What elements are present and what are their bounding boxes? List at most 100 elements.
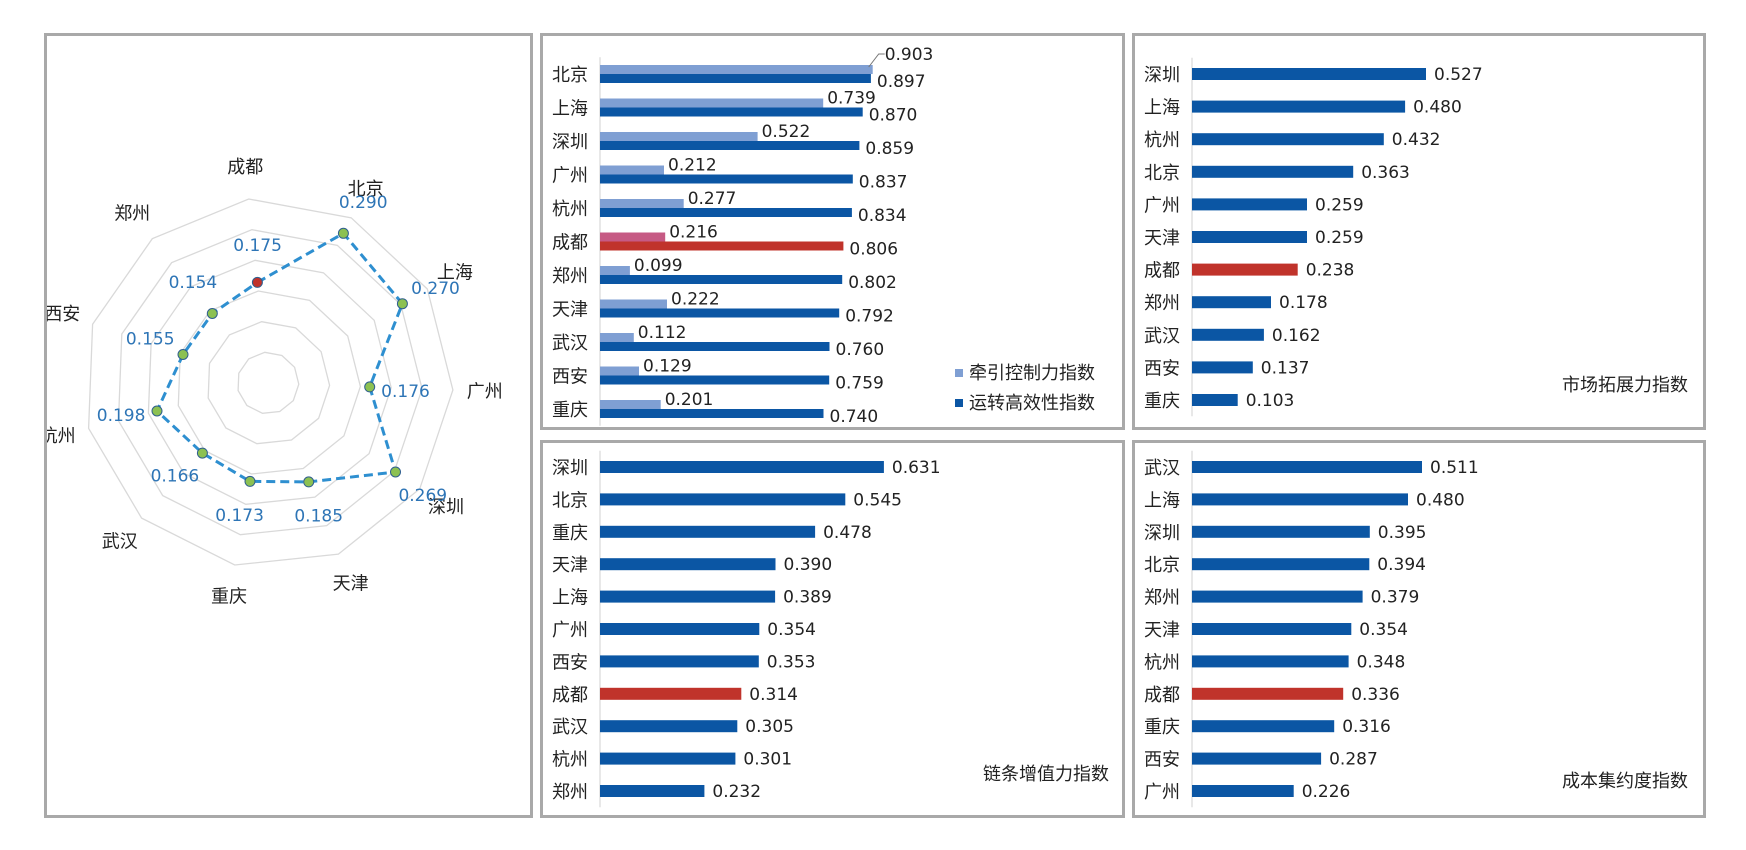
bar-1 [1192, 461, 1422, 473]
bar-11 [1192, 394, 1238, 406]
radar-point-5 [390, 466, 401, 478]
bar-efficiency-5 [600, 208, 852, 217]
radar-point-6 [303, 476, 315, 488]
radar-category-label: 天津 [333, 574, 369, 595]
category-label: 天津 [1144, 620, 1180, 641]
bar-value-label: 0.238 [1306, 261, 1355, 281]
bar-control-4 [600, 165, 664, 175]
legend-swatch-efficiency [955, 399, 963, 407]
bar-value-label: 0.527 [1434, 65, 1483, 85]
bar-value-label-efficiency: 0.834 [858, 206, 907, 226]
bar-value-label-efficiency: 0.792 [845, 307, 894, 327]
bar-value-label-efficiency: 0.806 [849, 240, 898, 260]
radar-category-label: 杭州 [47, 426, 76, 447]
radar-value-label: 0.290 [339, 193, 388, 213]
bar-control-11 [600, 400, 661, 409]
radar-category-label: 上海 [437, 263, 473, 284]
radar-grid-ring [117, 229, 423, 536]
radar-point-8 [196, 447, 208, 459]
bar-control-3 [600, 132, 758, 141]
bar-efficiency-3 [600, 141, 860, 150]
bar-value-label-control: 0.277 [688, 189, 737, 209]
bar-2 [1192, 493, 1408, 506]
radar-grid-ring [207, 321, 331, 445]
category-label: 杭州 [552, 750, 588, 771]
bar-value-label: 0.178 [1279, 293, 1328, 313]
bar-efficiency-6 [600, 241, 844, 251]
radar-series-line [155, 231, 405, 484]
radar-point-9 [151, 405, 163, 417]
bar-5 [1192, 590, 1363, 603]
category-label: 武汉 [552, 333, 588, 354]
bar-3 [1192, 525, 1370, 538]
bar-control-8 [600, 299, 667, 309]
bar-control-7 [600, 266, 630, 275]
bar-efficiency-2 [600, 107, 863, 117]
bar-value-label: 0.389 [783, 588, 832, 608]
radar-point-7 [244, 475, 256, 487]
bar-value-label: 0.336 [1351, 685, 1400, 705]
bar-value-label: 0.390 [784, 555, 833, 575]
bar-value-label-efficiency: 0.740 [830, 407, 879, 427]
cost-intensity-bar-chart: 武汉 0.511 上海 0.480 深圳 0.395 北京 0.394 郑州 0.379 天津 0.3… [1144, 450, 1688, 808]
bar-value-label: 0.314 [749, 685, 798, 705]
category-label: 广州 [552, 620, 588, 641]
category-label: 成都 [552, 233, 588, 254]
bar-2 [1192, 100, 1406, 113]
bar-efficiency-8 [600, 308, 840, 318]
bar-value-label: 0.316 [1342, 717, 1391, 737]
bar-11 [1192, 785, 1294, 797]
category-label: 杭州 [1144, 130, 1180, 151]
category-label: 北京 [1144, 163, 1180, 184]
bar-control-9 [600, 333, 634, 342]
category-label: 上海 [1144, 490, 1180, 511]
category-label: 上海 [1144, 98, 1180, 119]
category-label: 杭州 [1144, 652, 1180, 673]
bar-value-label: 0.394 [1377, 555, 1426, 575]
radar-value-label: 0.269 [398, 486, 447, 506]
category-label: 重庆 [552, 523, 588, 544]
bar-value-label: 0.301 [743, 750, 792, 770]
radar-value-label: 0.155 [126, 329, 175, 349]
category-label: 广州 [552, 166, 588, 187]
category-label: 西安 [552, 367, 588, 388]
bar-6 [1192, 231, 1307, 243]
bar-9 [1192, 720, 1335, 733]
bar-efficiency-1 [600, 74, 871, 83]
bar-value-label-control: 0.212 [668, 156, 717, 176]
category-label: 西安 [1144, 358, 1180, 379]
bar-control-2 [600, 98, 824, 108]
category-label: 成都 [552, 685, 588, 706]
bar-control-6 [600, 232, 666, 242]
chart-title: 成本集约度指数 [1562, 771, 1688, 792]
bar-value-label: 0.354 [767, 620, 816, 640]
chart-title: 市场拓展力指数 [1562, 375, 1688, 396]
bar-value-label: 0.226 [1302, 782, 1351, 802]
bar-value-label: 0.232 [712, 782, 761, 802]
radar-category-label: 武汉 [102, 532, 138, 553]
radar-point-11 [206, 308, 218, 319]
bar-value-label-control: 0.201 [665, 390, 714, 410]
radar-grid-ring [87, 198, 454, 566]
category-label: 天津 [1144, 228, 1180, 249]
chain-value-bar-chart: 深圳 0.631 北京 0.545 重庆 0.478 天津 0.390 上海 0.389 广州 0.3… [552, 450, 1109, 808]
bar-7 [1192, 263, 1298, 276]
radar-value-label: 0.185 [294, 507, 343, 527]
category-label: 重庆 [1144, 391, 1180, 412]
category-label: 深圳 [552, 132, 588, 153]
radar-category-label: 成都 [227, 157, 263, 178]
radar-point-10 [177, 349, 189, 360]
category-label: 广州 [1144, 782, 1180, 803]
category-label: 郑州 [1144, 293, 1180, 314]
category-label: 上海 [552, 99, 588, 120]
chart-title: 链条增值力指数 [983, 764, 1109, 785]
radar-value-label: 0.166 [151, 467, 200, 487]
category-label: 郑州 [1144, 588, 1180, 609]
bar-1 [1192, 68, 1426, 80]
bar-10 [1192, 752, 1322, 765]
bar-value-label: 0.259 [1315, 195, 1364, 215]
bar-8 [600, 687, 742, 700]
category-label: 深圳 [1144, 523, 1180, 544]
bar-10 [600, 752, 736, 765]
